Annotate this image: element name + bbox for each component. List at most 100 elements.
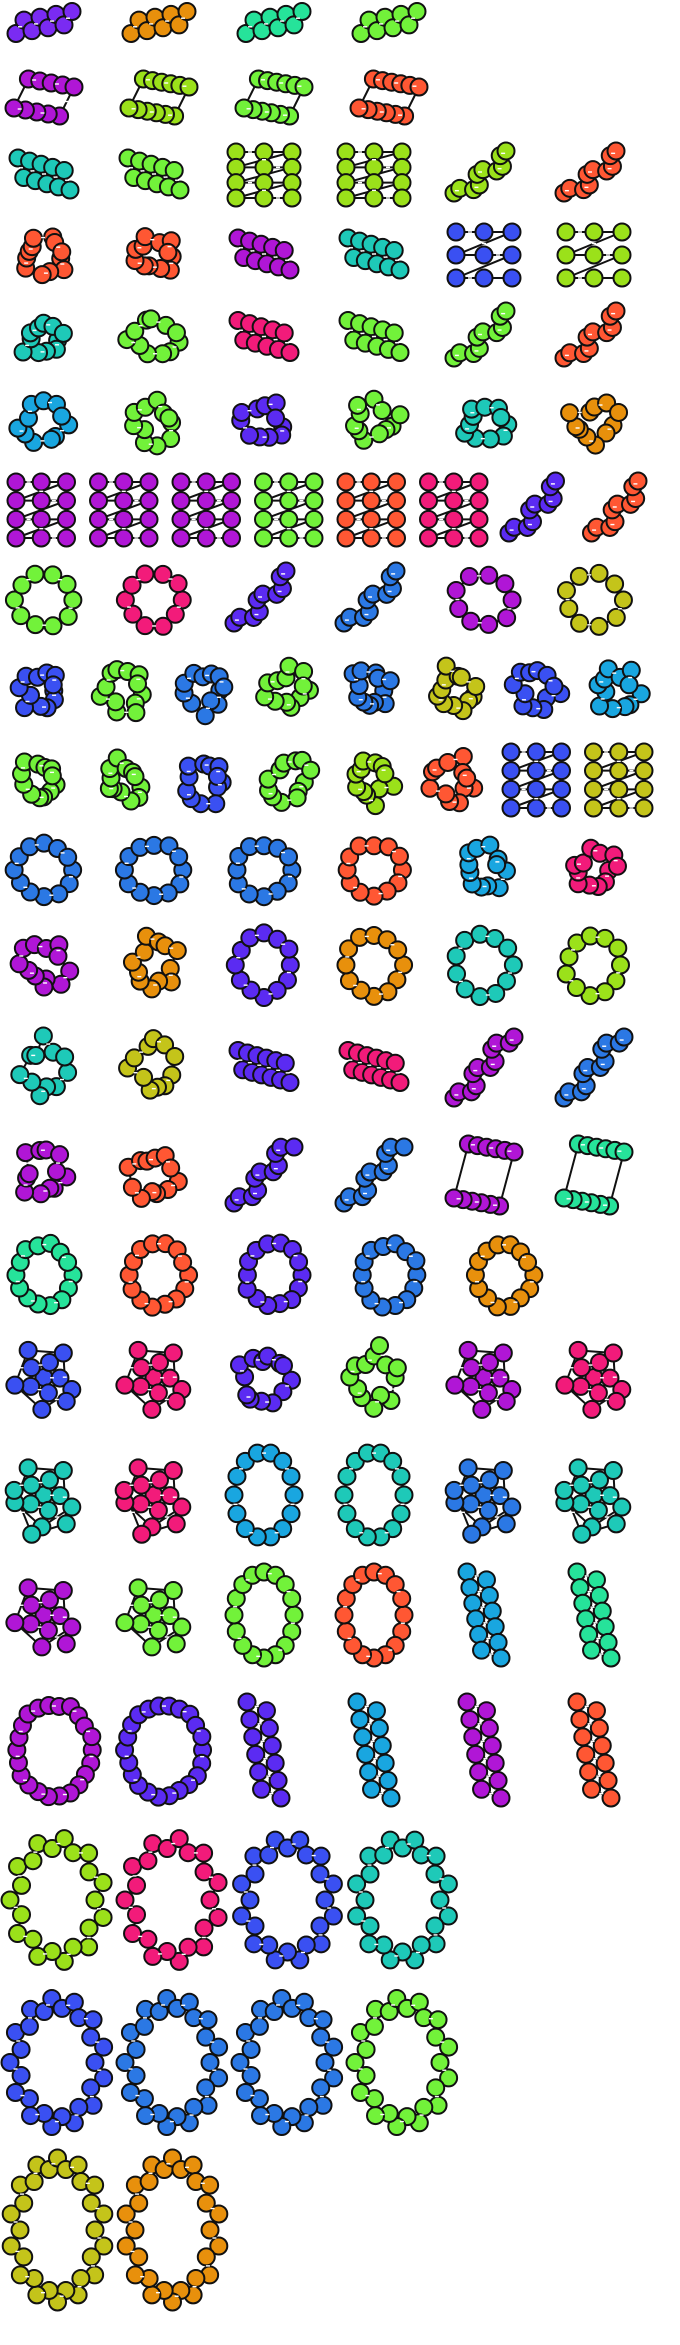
atom xyxy=(134,2016,154,2036)
atom xyxy=(27,2285,47,2305)
atom xyxy=(5,2082,25,2102)
atom xyxy=(249,2016,269,2036)
atom xyxy=(131,1614,151,1634)
atom xyxy=(570,613,590,633)
atom xyxy=(451,667,471,687)
atom xyxy=(469,509,489,529)
atom xyxy=(114,509,134,529)
atom xyxy=(372,1736,392,1756)
molecule-ring xyxy=(337,836,412,906)
atom xyxy=(234,98,254,118)
atom xyxy=(568,1458,588,1478)
atom xyxy=(41,429,61,449)
atom xyxy=(554,1188,574,1208)
atom xyxy=(89,528,108,548)
molecule-star xyxy=(115,1578,192,1657)
atom xyxy=(488,1771,508,1791)
atom xyxy=(131,1494,151,1514)
atom xyxy=(438,752,458,772)
atom xyxy=(289,1252,309,1272)
atom xyxy=(279,847,299,867)
molecule-para xyxy=(554,1134,634,1216)
atom xyxy=(425,1916,445,1936)
molecule-grid xyxy=(6,472,76,548)
atom xyxy=(6,509,26,529)
molecule-star xyxy=(114,1458,192,1544)
atom xyxy=(94,2236,114,2256)
atom xyxy=(573,1593,593,1613)
atom xyxy=(586,1701,606,1721)
atom xyxy=(634,761,654,781)
molecule-ring xyxy=(115,1696,213,1807)
atom xyxy=(274,323,294,343)
atom xyxy=(38,1500,58,1520)
atom xyxy=(388,940,408,960)
atom xyxy=(310,1916,330,1936)
atom xyxy=(81,2247,101,2267)
atom xyxy=(21,1475,41,1495)
atom xyxy=(592,1736,612,1756)
atom xyxy=(58,1062,78,1082)
atom xyxy=(31,491,51,511)
atom xyxy=(249,1762,269,1782)
atom xyxy=(584,742,603,762)
atom xyxy=(126,2039,146,2059)
atom xyxy=(526,761,546,781)
molecule-vzz xyxy=(567,1562,621,1668)
atom xyxy=(222,509,241,529)
atom xyxy=(444,472,464,492)
atom xyxy=(164,160,184,180)
atom xyxy=(171,491,191,511)
atom xyxy=(64,77,84,97)
atom xyxy=(85,2053,105,2072)
atom xyxy=(610,955,630,975)
atom xyxy=(280,343,300,362)
atom xyxy=(89,509,108,529)
atom xyxy=(446,222,466,242)
atom xyxy=(148,1620,168,1640)
atom xyxy=(336,1621,356,1641)
atom xyxy=(337,1466,357,1486)
atom xyxy=(48,946,68,966)
atom xyxy=(207,766,227,786)
atom xyxy=(18,1340,38,1360)
atom xyxy=(0,2053,20,2072)
molecule-blob xyxy=(99,748,151,811)
atom xyxy=(334,1485,354,1505)
atom xyxy=(126,703,146,723)
atom xyxy=(139,472,159,492)
atom xyxy=(485,929,505,949)
atom xyxy=(53,1343,73,1363)
atom xyxy=(457,1692,477,1712)
atom xyxy=(570,1709,590,1729)
atom xyxy=(52,242,72,262)
atom xyxy=(161,1158,181,1178)
atom xyxy=(149,1590,169,1610)
atom xyxy=(444,528,464,548)
atom xyxy=(586,1570,606,1590)
molecule-ring xyxy=(237,1233,312,1315)
molecule-ring xyxy=(446,565,522,634)
atom xyxy=(461,1358,481,1378)
atom xyxy=(584,798,603,818)
atom xyxy=(588,1383,608,1403)
atom xyxy=(479,1352,499,1372)
atom xyxy=(370,1336,390,1356)
atom xyxy=(251,2106,271,2126)
atom xyxy=(436,784,456,804)
atom xyxy=(280,955,300,975)
atom xyxy=(628,471,648,491)
atom xyxy=(56,1391,76,1411)
atom xyxy=(476,1701,496,1721)
atom xyxy=(466,1744,486,1764)
atom xyxy=(472,1779,492,1799)
atom xyxy=(114,1480,134,1500)
atom xyxy=(240,1709,260,1729)
atom xyxy=(89,491,108,511)
molecule-zz xyxy=(554,1027,634,1108)
atom xyxy=(478,1500,498,1520)
atom xyxy=(209,2037,229,2057)
atom xyxy=(612,222,632,242)
atom xyxy=(444,491,464,511)
atom xyxy=(21,1614,41,1634)
